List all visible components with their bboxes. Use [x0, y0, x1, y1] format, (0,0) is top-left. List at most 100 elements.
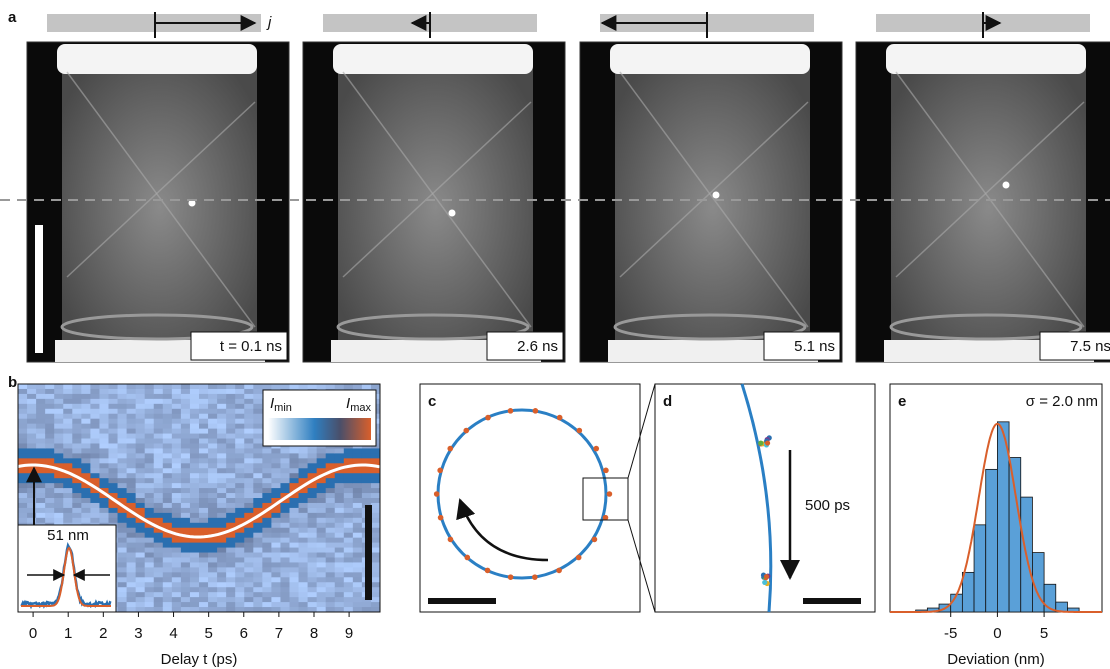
heatmap-cell [335, 478, 345, 483]
heatmap-cell [127, 528, 137, 533]
core-position [465, 555, 471, 561]
heatmap-cell [163, 473, 173, 478]
heatmap-cell [235, 483, 245, 488]
heatmap-cell [335, 538, 345, 543]
heatmap-cell [217, 463, 227, 468]
heatmap-cell [199, 458, 209, 463]
core-position [437, 468, 443, 474]
heatmap-cell [344, 538, 354, 543]
heatmap-cell [280, 553, 290, 558]
heatmap-cell [362, 468, 372, 473]
heatmap-cell [371, 483, 381, 488]
heatmap-cell [190, 429, 200, 434]
heatmap-cell [290, 458, 300, 463]
heatmap-cell [118, 553, 128, 558]
heatmap-cell [280, 384, 290, 389]
heatmap-cell [81, 409, 91, 414]
heatmap-cell [163, 562, 173, 567]
heatmap-cell [163, 557, 173, 562]
heatmap-cell [136, 587, 146, 592]
heatmap-cell [308, 448, 318, 453]
heatmap-cell [109, 513, 119, 518]
heatmap-cell [235, 453, 245, 458]
heatmap-cell [253, 404, 263, 409]
x-tick-label: -5 [944, 625, 957, 642]
heatmap-cell [181, 587, 191, 592]
heatmap-cell [199, 394, 209, 399]
heatmap-cell [335, 553, 345, 558]
heatmap-cell [262, 448, 272, 453]
heatmap-cell [145, 468, 155, 473]
heatmap-cell [317, 458, 327, 463]
heatmap-cell [154, 394, 164, 399]
panel-label: b [8, 374, 17, 391]
heatmap-cell [208, 592, 218, 597]
heatmap-cell [72, 394, 82, 399]
heatmap-cell [217, 582, 227, 587]
heatmap-cell [271, 458, 281, 463]
heatmap-cell [280, 543, 290, 548]
heatmap-cell [344, 508, 354, 513]
heatmap-cell [36, 478, 46, 483]
heatmap-cell [226, 498, 236, 503]
heatmap-cell [99, 434, 109, 439]
heatmap-cell [217, 602, 227, 607]
heatmap-cell [127, 548, 137, 553]
heatmap-cell [262, 493, 272, 498]
heatmap-cell [353, 592, 363, 597]
heatmap-cell [45, 493, 55, 498]
heatmap-cell [226, 553, 236, 558]
heatmap-cell [172, 508, 182, 513]
heatmap-cell [172, 523, 182, 528]
heatmap-cell [127, 553, 137, 558]
heatmap-cell [90, 429, 100, 434]
heatmap-cell [81, 384, 91, 389]
heatmap-cell [235, 419, 245, 424]
heatmap-cell [317, 503, 327, 508]
x-tick-label: 0 [29, 625, 37, 642]
heatmap-cell [235, 448, 245, 453]
heatmap-cell [109, 483, 119, 488]
heatmap-cell [118, 384, 128, 389]
heatmap-cell [99, 503, 109, 508]
heatmap-cell [181, 503, 191, 508]
heatmap-cell [172, 404, 182, 409]
heatmap-cell [118, 592, 128, 597]
heatmap-cell [181, 448, 191, 453]
heatmap-cell [299, 513, 309, 518]
core-position [577, 428, 583, 434]
heatmap-cell [299, 518, 309, 523]
heatmap-cell [136, 419, 146, 424]
heatmap-cell [136, 414, 146, 419]
heatmap-cell [154, 592, 164, 597]
heatmap-cell [136, 429, 146, 434]
heatmap-cell [181, 572, 191, 577]
heatmap-cell [154, 399, 164, 404]
heatmap-cell [235, 587, 245, 592]
core-position [485, 568, 491, 574]
heatmap-cell [27, 443, 37, 448]
core-position [447, 446, 453, 452]
heatmap-cell [344, 458, 354, 463]
heatmap-cell [271, 582, 281, 587]
core-position [764, 574, 769, 579]
heatmap-cell [371, 557, 381, 562]
heatmap-cell [118, 448, 128, 453]
heatmap-cell [244, 399, 254, 404]
heatmap-cell [18, 483, 28, 488]
heatmap-cell [81, 473, 91, 478]
heatmap-cell [217, 538, 227, 543]
heatmap-cell [145, 538, 155, 543]
heatmap-cell [63, 399, 73, 404]
heatmap-cell [181, 424, 191, 429]
heatmap-cell [190, 518, 200, 523]
heatmap-cell [54, 493, 64, 498]
heatmap-cell [118, 488, 128, 493]
heatmap-cell [271, 483, 281, 488]
heatmap-cell [344, 478, 354, 483]
heatmap-cell [136, 508, 146, 513]
heatmap-cell [81, 503, 91, 508]
heatmap-cell [353, 557, 363, 562]
heatmap-cell [190, 592, 200, 597]
heatmap-cell [72, 399, 82, 404]
